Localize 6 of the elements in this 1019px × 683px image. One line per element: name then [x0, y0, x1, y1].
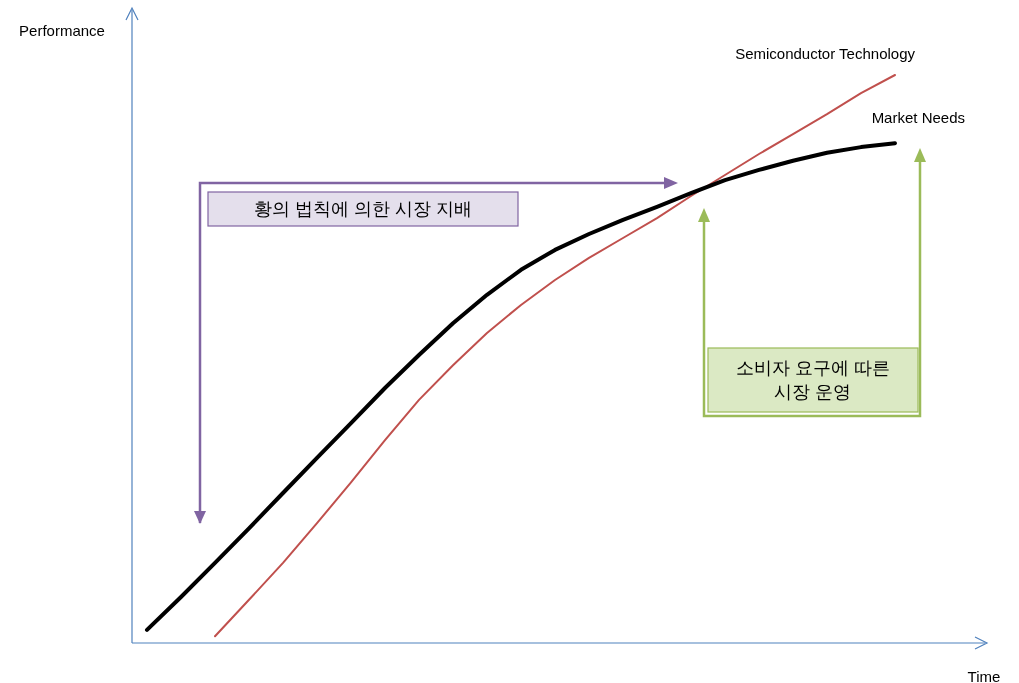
- series-label: Market Needs: [871, 109, 965, 127]
- y-axis-title: Performance: [19, 22, 105, 39]
- x-axis-title: Time: [967, 668, 1001, 683]
- annotation: 소비자 요구에 따른 시장 운영: [735, 358, 891, 402]
- annotation: 황의 법칙에 의한 시장 지배: [253, 199, 473, 219]
- series-label: Semiconductor Technology: [735, 45, 916, 62]
